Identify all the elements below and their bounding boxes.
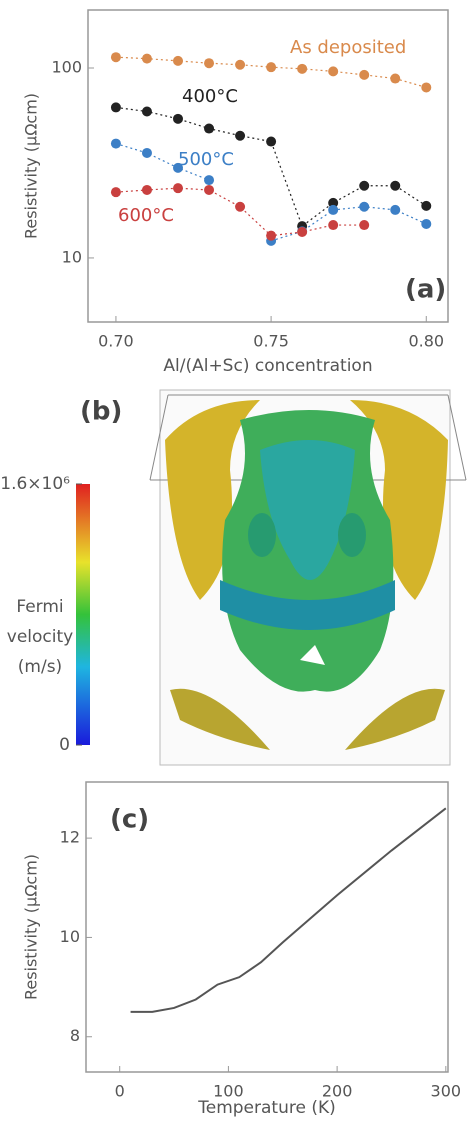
x-tick-label: 0: [115, 1082, 125, 1101]
data-point: [142, 185, 152, 195]
data-point: [111, 187, 121, 197]
data-point: [142, 107, 152, 117]
data-point: [390, 181, 400, 191]
x-tick-label: 0.70: [98, 332, 134, 351]
figure: 0.700.750.8010100Al/(Al+Sc) concentratio…: [0, 0, 473, 1127]
y-tick-label: 8: [70, 1026, 80, 1045]
data-point: [297, 227, 307, 237]
series-label: 400°C: [182, 86, 238, 107]
data-point: [390, 74, 400, 84]
data-point: [297, 64, 307, 74]
colorbar-label: Fermi: [16, 597, 63, 617]
data-point: [111, 102, 121, 112]
data-point: [359, 70, 369, 80]
data-point: [204, 175, 214, 185]
series-label: 600°C: [118, 205, 174, 226]
data-point: [359, 202, 369, 212]
series-label: As deposited: [290, 37, 406, 58]
data-point: [111, 139, 121, 149]
x-tick-label: 0.75: [253, 332, 289, 351]
data-point: [266, 137, 276, 147]
data-point: [142, 148, 152, 158]
data-point: [266, 62, 276, 72]
data-point: [204, 58, 214, 68]
series-line: [116, 57, 426, 87]
data-point: [421, 201, 431, 211]
colorbar-label: velocity: [7, 627, 73, 647]
panel-label: (c): [110, 805, 149, 835]
data-point: [266, 231, 276, 241]
data-point: [204, 185, 214, 195]
y-axis-label: Resistivity (µΩcm): [22, 854, 41, 1000]
colorbar-tick-label: 0: [59, 735, 70, 755]
data-point: [390, 205, 400, 215]
y-tick-label: 12: [60, 828, 80, 847]
data-point: [173, 183, 183, 193]
data-point: [142, 54, 152, 64]
data-point: [421, 219, 431, 229]
data-point: [328, 66, 338, 76]
data-point: [328, 220, 338, 230]
panel-label: (a): [405, 275, 446, 305]
data-point: [111, 52, 121, 62]
data-point: [173, 114, 183, 124]
data-point: [235, 131, 245, 141]
y-tick-label: 10: [60, 927, 80, 946]
data-point: [235, 60, 245, 70]
data-point: [204, 124, 214, 134]
y-axis-label: Resistivity (µΩcm): [22, 93, 41, 239]
y-tick-label: 100: [51, 57, 82, 76]
data-point: [173, 56, 183, 66]
fermi-surface: [150, 390, 466, 765]
x-tick-label: 300: [431, 1082, 462, 1101]
series-label: 500°C: [178, 149, 234, 170]
x-tick-label: 0.80: [408, 332, 444, 351]
series-line: [131, 808, 446, 1012]
series-line: [116, 144, 426, 241]
x-axis-label: Temperature (K): [197, 1098, 336, 1118]
data-point: [359, 220, 369, 230]
colorbar: [76, 484, 90, 745]
colorbar-tick-label: 1.6×10⁶: [0, 474, 70, 494]
colorbar-label: (m/s): [18, 657, 62, 677]
data-point: [328, 205, 338, 215]
data-point: [235, 202, 245, 212]
y-tick-label: 10: [62, 247, 82, 266]
panel-label: (b): [80, 397, 122, 427]
data-point: [421, 82, 431, 92]
data-point: [359, 181, 369, 191]
x-axis-label: Al/(Al+Sc) concentration: [163, 356, 372, 376]
